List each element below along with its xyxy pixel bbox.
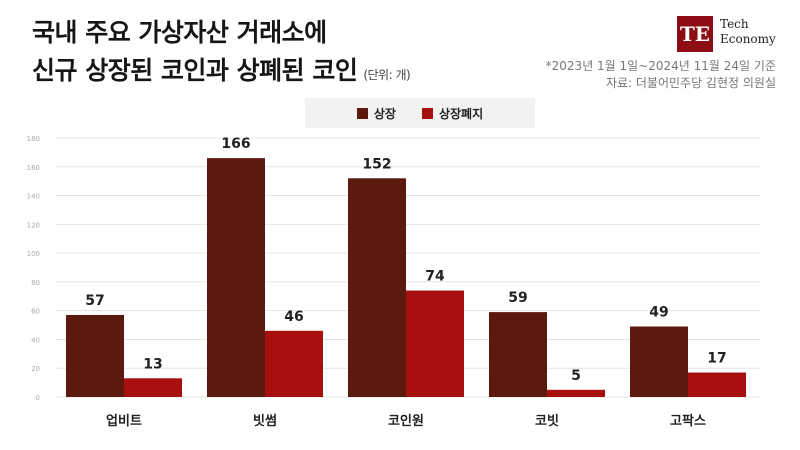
bar-delisting	[406, 290, 464, 397]
bar-listing	[489, 312, 547, 397]
data-label: 5	[571, 368, 581, 384]
date-range-note: *2023년 1월 1일~2024년 11월 24일 기준	[545, 59, 776, 73]
x-tick-label: 코빗	[535, 413, 559, 429]
title-line-2: 신규 상장된 코인과 상폐된 코인 (단위: 개)	[32, 52, 411, 94]
y-tick-label: 120	[27, 221, 40, 229]
y-tick-label: 160	[27, 164, 40, 172]
logo-text-line-1: Tech	[720, 17, 749, 31]
y-tick-label: 40	[31, 336, 40, 344]
legend-label-listing: 상장	[373, 106, 396, 121]
y-tick-label: 80	[31, 279, 40, 287]
data-label: 46	[284, 309, 303, 325]
y-tick-label: 20	[31, 365, 40, 373]
bar-delisting	[124, 378, 182, 397]
y-tick-label: 180	[27, 135, 40, 143]
y-tick-label: 0	[36, 394, 40, 402]
data-label: 49	[649, 304, 668, 320]
legend-item-delisting: 상장폐지	[421, 105, 484, 122]
source-credit: 자료: 더불어민주당 김현정 의원실	[605, 76, 776, 90]
x-tick-label: 고팍스	[670, 413, 706, 429]
data-label: 59	[508, 290, 527, 306]
x-tick-label: 코인원	[388, 413, 424, 429]
source-note: *2023년 1월 1일~2024년 11월 24일 기준 자료: 더불어민주당…	[546, 58, 776, 92]
data-label: 152	[362, 156, 391, 172]
data-label: 17	[707, 351, 726, 367]
y-tick-label: 100	[27, 250, 40, 258]
tech-economy-logo: TE	[677, 16, 713, 52]
logo-text: Tech Economy	[720, 17, 776, 47]
legend-swatch-listing	[356, 107, 368, 119]
data-label: 74	[425, 269, 445, 285]
bar-listing	[207, 158, 265, 397]
legend-item-listing: 상장	[356, 105, 396, 122]
bar-listing	[630, 326, 688, 397]
bar-delisting	[688, 372, 746, 397]
logo-text-line-2: Economy	[720, 32, 776, 46]
legend-label-delisting: 상장폐지	[438, 106, 484, 121]
bar-delisting	[547, 389, 605, 397]
unit-label: (단위: 개)	[363, 68, 411, 82]
bar-listing	[348, 178, 406, 397]
data-label: 57	[85, 293, 104, 309]
data-label: 13	[143, 356, 162, 372]
x-tick-label: 업비트	[106, 414, 142, 429]
chart-title: 국내 주요 가상자산 거래소에 신규 상장된 코인과 상폐된 코인 (단위: 개)	[32, 14, 411, 94]
legend: 상장 상장폐지	[305, 98, 535, 128]
bar-delisting	[265, 330, 323, 397]
y-tick-label: 140	[27, 193, 40, 201]
data-label: 166	[221, 136, 250, 152]
legend-swatch-delisting	[421, 107, 433, 119]
x-tick-label: 빗썸	[253, 413, 277, 429]
title-line-2-text: 신규 상장된 코인과 상폐된 코인	[32, 56, 358, 85]
title-line-1: 국내 주요 가상자산 거래소에	[32, 18, 327, 47]
y-tick-label: 60	[31, 308, 40, 316]
bar-listing	[66, 314, 124, 397]
